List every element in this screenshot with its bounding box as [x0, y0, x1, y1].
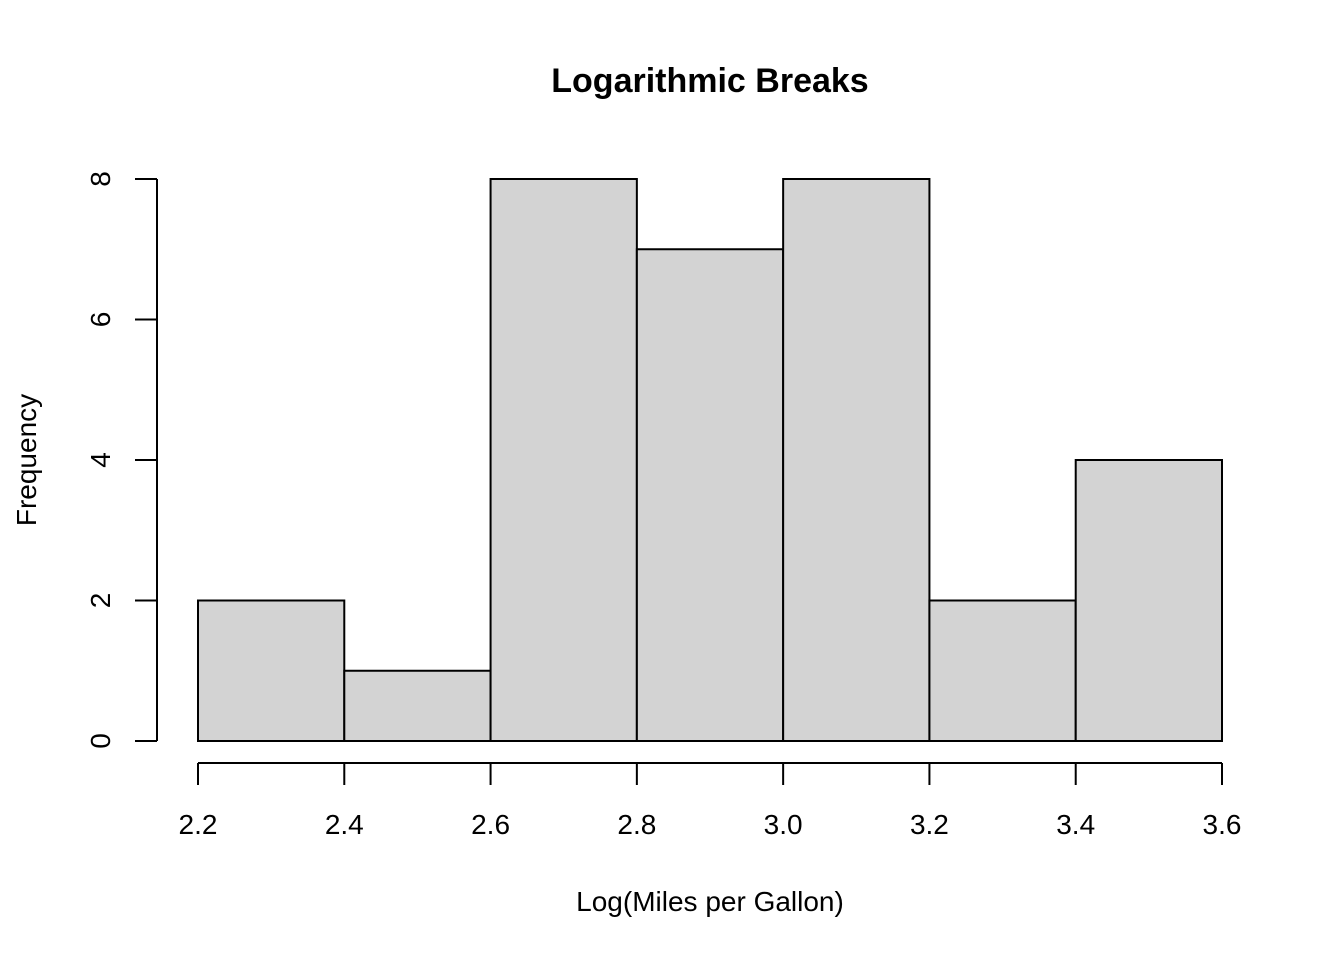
x-tick-label-2: 2.6 [471, 809, 510, 840]
histogram-bar-6 [1074, 459, 1223, 742]
x-tick-label-5: 3.2 [910, 809, 949, 840]
x-tick-label-1: 2.4 [325, 809, 364, 840]
x-tick-label-3: 2.8 [617, 809, 656, 840]
histogram-bar-3 [635, 248, 785, 742]
y-tick-label-3: 6 [85, 312, 116, 328]
y-tick-label-1: 2 [85, 593, 116, 609]
y-tick-label-0: 0 [85, 733, 116, 749]
y-tick-label-4: 8 [85, 171, 116, 187]
histogram-bar-1 [343, 669, 492, 742]
x-axis-label: Log(Miles per Gallon) [576, 886, 844, 917]
histogram-bar-0 [197, 599, 346, 742]
histogram-bar-5 [928, 599, 1077, 742]
x-tick-label-6: 3.4 [1056, 809, 1095, 840]
chart-title: Logarithmic Breaks [551, 62, 868, 100]
x-axis: 2.2 2.4 2.6 2.8 3.0 3.2 3.4 3.6 [179, 762, 1242, 840]
y-axis-label: Frequency [11, 394, 42, 526]
bars-group [197, 178, 1223, 742]
y-tick-label-2: 4 [85, 452, 116, 468]
y-axis: 0 2 4 6 8 [85, 171, 158, 749]
x-tick-label-0: 2.2 [179, 809, 218, 840]
histogram-bar-2 [489, 178, 638, 742]
histogram-bar-4 [782, 178, 931, 742]
x-tick-label-4: 3.0 [764, 809, 803, 840]
x-tick-label-7: 3.6 [1203, 809, 1242, 840]
